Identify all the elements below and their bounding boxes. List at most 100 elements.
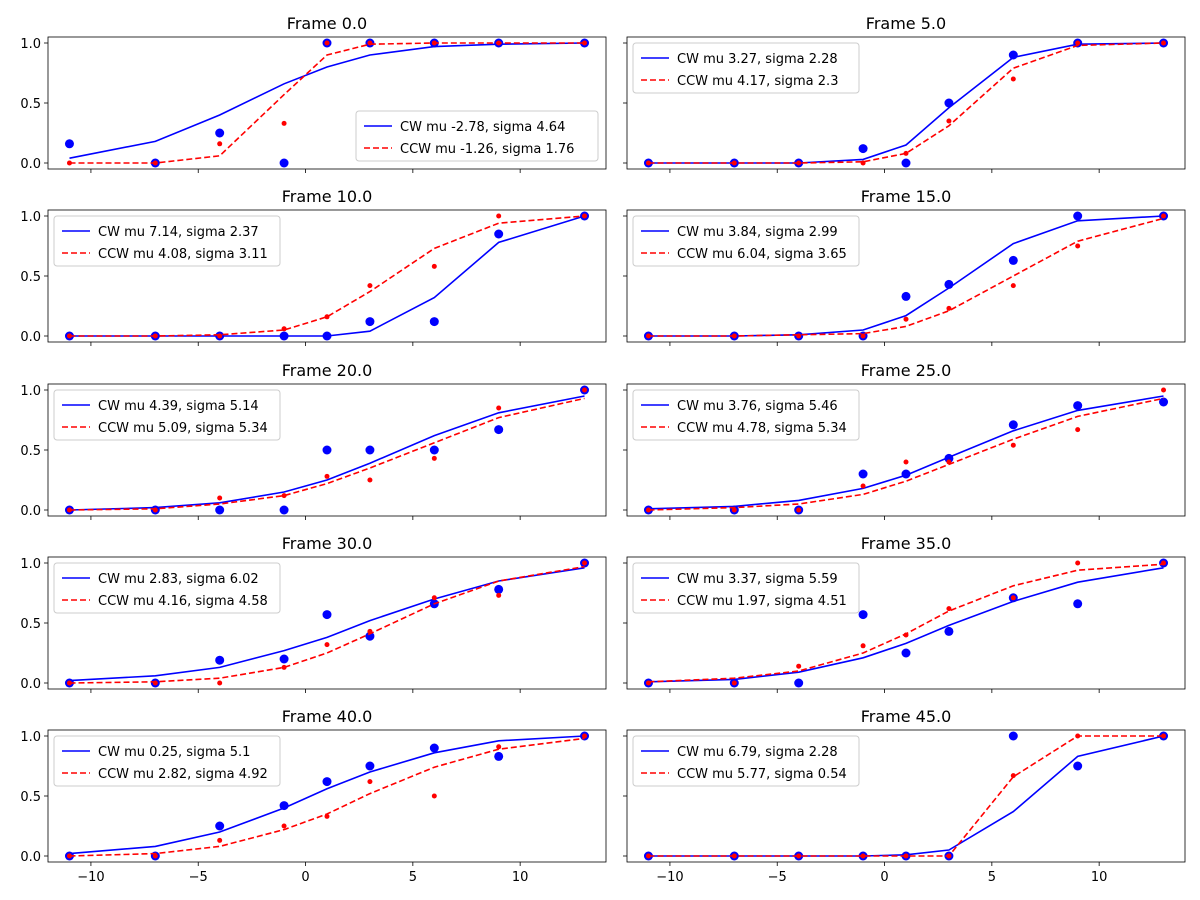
- legend-box: [355, 110, 599, 162]
- ccw-data-point: [367, 40, 373, 46]
- cw-data-point: [1073, 761, 1083, 771]
- legend-box: [632, 215, 860, 267]
- legend: CW mu 4.39, sigma 5.14 CCW mu 5.09, sigma…: [53, 389, 281, 441]
- ccw-data-point: [1010, 76, 1016, 82]
- ccw-data-point: [217, 333, 223, 339]
- axes-frame: [47, 383, 607, 517]
- cw-data-point: [944, 279, 954, 289]
- ccw-data-point: [1010, 283, 1016, 289]
- axes-frame: [626, 209, 1186, 343]
- ccw-data-point: [281, 326, 287, 332]
- cw-data-point: [494, 229, 504, 239]
- cw-data-point: [279, 654, 289, 664]
- ccw-data-point: [324, 314, 330, 320]
- ccw-data-point: [796, 507, 802, 513]
- ccw-data-point: [946, 305, 952, 311]
- legend-label: CW mu 4.39, sigma 5.14: [98, 399, 259, 414]
- legend-label: CW mu -2.78, sigma 4.64: [400, 120, 565, 135]
- ccw-fit-line: [69, 565, 585, 684]
- subplot-4: Frame 20.0 0.0 0.5 1.0 CW mu 4.39, sigma 5.1…: [20, 361, 607, 520]
- y-tick-label: 0.0: [20, 330, 41, 345]
- axes-frame: [626, 556, 1186, 690]
- legend: CW mu 3.76, sigma 5.46 CCW mu 4.78, sigma…: [632, 389, 860, 441]
- cw-data-point: [944, 98, 954, 108]
- cw-data-point: [365, 631, 375, 641]
- ccw-data-point: [1161, 387, 1167, 393]
- cw-data-point: [944, 626, 954, 636]
- legend-label: CCW mu 5.77, sigma 0.54: [677, 767, 847, 782]
- cw-data-point: [1073, 599, 1083, 609]
- axes-frame: [47, 36, 607, 170]
- cw-data-point: [794, 678, 804, 688]
- ccw-data-point: [645, 853, 651, 859]
- cw-fit-line: [69, 735, 585, 855]
- cw-fit-line: [69, 395, 585, 511]
- legend-box: [53, 735, 281, 787]
- y-tick-label: 1.0: [20, 384, 41, 399]
- axes-frame: [47, 729, 607, 863]
- cw-data-point: [944, 453, 954, 463]
- subplot-0: Frame 0.0 0.0 0.5 1.0 CW mu -2.78, sigma 4.6…: [20, 14, 607, 173]
- ccw-data-point: [1075, 733, 1081, 739]
- cw-fit-line: [69, 42, 585, 159]
- cw-data-point: [1073, 401, 1083, 411]
- ccw-fit-line: [648, 217, 1164, 337]
- ccw-data-point: [645, 160, 651, 166]
- y-tick-label: 0.5: [20, 617, 41, 632]
- ccw-data-point: [217, 680, 223, 686]
- ccw-fit-line: [69, 215, 585, 337]
- ccw-data-point: [324, 40, 330, 46]
- subplot-title: Frame 40.0: [282, 707, 373, 726]
- ccw-data-point: [1010, 773, 1016, 779]
- ccw-data-point: [281, 664, 287, 670]
- ccw-data-point: [731, 333, 737, 339]
- ccw-data-point: [1075, 243, 1081, 249]
- ccw-data-point: [903, 316, 909, 322]
- cw-fit-line: [648, 215, 1164, 337]
- cw-data-point: [215, 821, 225, 831]
- y-tick-label: 0.5: [20, 270, 41, 285]
- legend-box: [53, 215, 281, 267]
- ccw-data-point: [731, 680, 737, 686]
- ccw-data-point: [1161, 213, 1167, 219]
- cw-data-point: [365, 445, 375, 455]
- cw-data-point: [279, 505, 289, 515]
- cw-data-point: [494, 425, 504, 435]
- cw-data-point: [858, 144, 868, 154]
- legend-label: CCW mu 4.16, sigma 4.58: [98, 594, 268, 609]
- y-tick-label: 1.0: [20, 557, 41, 572]
- cw-data-point: [901, 158, 911, 168]
- ccw-data-point: [324, 813, 330, 819]
- ccw-data-point: [496, 405, 502, 411]
- legend-label: CW mu 7.14, sigma 2.37: [98, 225, 259, 240]
- ccw-data-point: [1075, 40, 1081, 46]
- y-tick-label: 1.0: [20, 210, 41, 225]
- ccw-data-point: [496, 744, 502, 750]
- y-tick-label: 1.0: [20, 37, 41, 52]
- cw-data-point: [215, 505, 225, 515]
- y-tick-label: 0.5: [20, 97, 41, 112]
- y-tick-label: 1.0: [20, 730, 41, 745]
- ccw-data-point: [152, 160, 158, 166]
- cw-fit-line: [648, 567, 1164, 683]
- legend: CW mu -2.78, sigma 4.64 CCW mu -1.26, sig…: [355, 110, 599, 162]
- x-tick-label: 5: [409, 870, 417, 885]
- ccw-data-point: [860, 160, 866, 166]
- ccw-data-point: [903, 853, 909, 859]
- cw-data-point: [494, 584, 504, 594]
- ccw-data-point: [324, 473, 330, 479]
- ccw-data-point: [152, 507, 158, 513]
- ccw-data-point: [946, 459, 952, 465]
- ccw-data-point: [946, 853, 952, 859]
- x-tick-label: 0: [880, 870, 888, 885]
- ccw-data-point: [582, 40, 588, 46]
- subplot-title: Frame 0.0: [287, 14, 367, 33]
- cw-data-point: [858, 610, 868, 620]
- ccw-data-point: [1075, 427, 1081, 433]
- cw-data-point: [322, 610, 332, 620]
- ccw-data-point: [367, 477, 373, 483]
- axes-frame: [626, 36, 1186, 170]
- legend-label: CW mu 6.79, sigma 2.28: [677, 745, 838, 760]
- ccw-data-point: [582, 213, 588, 219]
- cw-data-point: [901, 291, 911, 301]
